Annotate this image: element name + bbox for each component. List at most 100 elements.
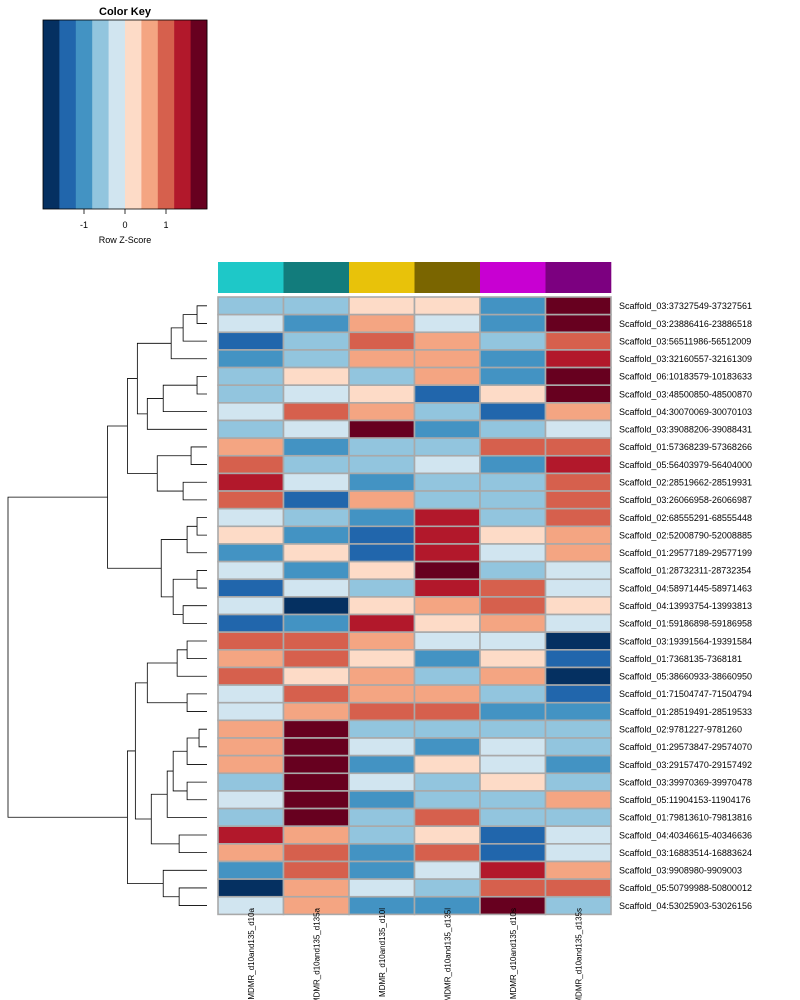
heatmap-cell xyxy=(479,313,547,334)
row-label: Scaffold_01:28732311-28732354 xyxy=(619,566,751,576)
heatmap-cell xyxy=(282,384,350,404)
row-label: Scaffold_05:11904153-11904176 xyxy=(619,795,751,805)
dendrogram-branch xyxy=(186,693,207,712)
dendrogram-branch xyxy=(170,327,207,360)
heatmap-cell xyxy=(348,296,416,316)
heatmap-cell xyxy=(544,543,612,563)
dendrogram-branch xyxy=(107,425,162,569)
heatmap-cell xyxy=(282,878,350,898)
heatmap-cell xyxy=(413,419,481,439)
heatmap-cell xyxy=(413,296,481,316)
heatmap-cell xyxy=(413,349,481,369)
color-key-swatch xyxy=(59,20,77,209)
dendrogram-branch xyxy=(172,578,198,615)
heatmap-cell xyxy=(217,349,285,369)
heatmap-cell xyxy=(282,666,350,686)
heatmap-cell xyxy=(479,384,547,404)
color-key-swatch xyxy=(174,20,191,209)
row-label: Scaffold_03:48500850-48500870 xyxy=(619,389,752,399)
heatmap-cell xyxy=(282,578,350,598)
heatmap-cell xyxy=(544,472,612,492)
heatmap-cell xyxy=(217,313,285,334)
heatmap-cell xyxy=(217,825,285,845)
dendrogram-branch xyxy=(182,481,207,501)
heatmap-cell xyxy=(217,331,285,351)
heatmap-cell xyxy=(544,525,612,545)
heatmap-cell xyxy=(413,525,481,545)
dendrogram-branch xyxy=(172,750,188,792)
heatmap-cell xyxy=(479,648,547,669)
heatmap-cell xyxy=(479,366,547,386)
heatmap-cell xyxy=(479,719,547,739)
heatmap-cell xyxy=(413,578,481,598)
row-label: Scaffold_01:28519491-28519533 xyxy=(619,707,752,717)
heatmap-cell xyxy=(544,631,612,651)
heatmap-cell xyxy=(282,860,350,880)
heatmap-cell xyxy=(479,402,547,422)
color-key-ticks: -1 0 1 xyxy=(80,209,169,230)
dendrogram-branch xyxy=(196,375,207,395)
heatmap-cell xyxy=(544,878,612,898)
heatmap-cell xyxy=(217,507,285,528)
heatmap-cell xyxy=(413,843,481,863)
heatmap-cell xyxy=(217,296,285,316)
dendrogram-branch xyxy=(162,384,207,413)
column-label: MDMR_d10and135_d10l xyxy=(378,908,387,997)
heatmap-cell xyxy=(413,560,481,581)
heatmap-cell xyxy=(217,666,285,686)
heatmap-cell xyxy=(544,666,612,686)
color-key-swatches xyxy=(43,20,208,209)
heatmap-cell xyxy=(282,366,350,386)
row-label: Scaffold_01:59186898-59186958 xyxy=(619,619,752,629)
heatmap-cell xyxy=(282,313,350,334)
heatmap-cell xyxy=(544,825,612,845)
heatmap-cell xyxy=(413,402,481,422)
dendrogram-branch xyxy=(127,378,158,474)
heatmap-cell xyxy=(282,419,350,439)
heatmap-cell xyxy=(544,790,612,810)
row-label: Scaffold_02:9781227-9781260 xyxy=(619,724,742,734)
heatmap-cell xyxy=(217,613,285,633)
row-label: Scaffold_03:29157470-29157492 xyxy=(619,760,752,770)
heatmap-cell xyxy=(413,437,481,457)
heatmap-cell xyxy=(479,525,547,545)
color-key-swatch xyxy=(125,20,142,209)
dendrogram-branch xyxy=(150,793,180,845)
dendrogram-branch xyxy=(146,662,188,704)
heatmap-cell xyxy=(282,296,350,316)
heatmap-cell xyxy=(348,737,416,757)
heatmap-cell xyxy=(544,454,612,475)
heatmap-cell xyxy=(544,596,612,616)
color-key-tick-label: 0 xyxy=(122,220,127,230)
color-key-xlabel: Row Z-Score xyxy=(99,235,152,245)
heatmap-cell xyxy=(413,543,481,563)
heatmap-cell xyxy=(348,860,416,880)
row-label: Scaffold_04:58971445-58971463 xyxy=(619,583,752,593)
heatmap-cell xyxy=(282,701,350,722)
heatmap-cell xyxy=(217,419,285,439)
heatmap-cell xyxy=(217,596,285,616)
heatmap-cell xyxy=(348,754,416,775)
heatmap-cell xyxy=(282,737,350,757)
heatmap-cell xyxy=(348,525,416,545)
heatmap-cell xyxy=(348,366,416,386)
heatmap-cell xyxy=(282,437,350,457)
dendrogram-branch xyxy=(146,398,207,430)
heatmap-cell xyxy=(544,895,612,916)
heatmap-cell xyxy=(282,790,350,810)
color-key: Color Key -1 0 1 Row Z-Score xyxy=(42,6,208,245)
heatmap-cell xyxy=(413,790,481,810)
dendrogram-branch xyxy=(186,737,207,765)
column-color-5 xyxy=(480,262,546,293)
dendrogram-branch xyxy=(182,605,207,624)
heatmap-cell xyxy=(479,578,547,598)
heatmap-cell xyxy=(217,719,285,739)
dendrogram-branch xyxy=(178,834,207,854)
heatmap-cell xyxy=(413,490,481,510)
heatmap-cell xyxy=(479,419,547,439)
column-color-3 xyxy=(349,262,415,293)
heatmap-cell xyxy=(217,543,285,563)
heatmap-cell xyxy=(282,631,350,651)
color-key-swatch xyxy=(43,20,60,209)
heatmap-cell xyxy=(479,666,547,686)
